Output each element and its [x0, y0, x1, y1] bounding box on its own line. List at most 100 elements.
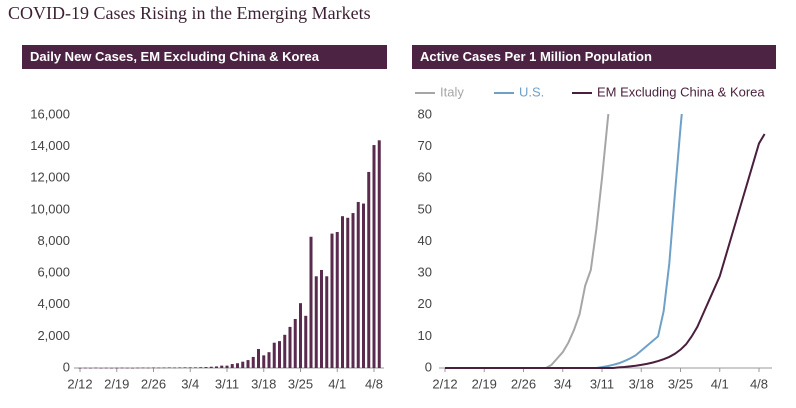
y-tick-label: 0	[425, 359, 432, 374]
bar	[246, 360, 250, 368]
bar	[377, 140, 381, 368]
bar	[141, 367, 145, 369]
x-tick-label: 3/4	[554, 376, 572, 391]
bar	[351, 213, 355, 368]
x-tick-label: 3/18	[629, 376, 654, 391]
bar	[335, 232, 339, 368]
bar	[314, 276, 318, 368]
bar	[251, 356, 255, 368]
x-tick-label: 2/26	[511, 376, 536, 391]
y-tick-label: 80	[418, 106, 432, 121]
y-tick-label: 6,000	[37, 265, 70, 280]
bar	[367, 171, 371, 368]
bar	[194, 367, 197, 368]
bar	[241, 361, 245, 368]
y-tick-label: 0	[63, 359, 70, 374]
panel-title: Daily New Cases, EM Excluding China & Ko…	[30, 49, 320, 64]
bar	[236, 363, 239, 368]
bar	[362, 203, 365, 368]
bar	[372, 145, 376, 368]
x-tick-label: 4/8	[365, 376, 383, 391]
bar	[89, 367, 92, 369]
bar	[225, 365, 229, 368]
page-title: COVID-19 Cases Rising in the Emerging Ma…	[8, 3, 371, 23]
y-tick-label: 60	[418, 170, 432, 185]
x-tick-label: 4/1	[328, 376, 346, 391]
bar	[293, 318, 297, 368]
bar	[299, 303, 302, 368]
line	[445, 114, 683, 369]
bar	[83, 367, 87, 369]
bar	[94, 367, 98, 369]
bar	[173, 367, 176, 369]
bar	[104, 367, 108, 369]
bar	[157, 367, 161, 369]
x-tick-label: 2/12	[432, 376, 457, 391]
x-tick-label: 4/8	[750, 376, 768, 391]
bar	[115, 367, 119, 369]
bar	[309, 236, 313, 368]
y-tick-label: 4,000	[37, 296, 70, 311]
bar	[230, 364, 234, 368]
legend-label: U.S.	[519, 84, 544, 99]
bar	[283, 334, 287, 368]
bar	[356, 201, 360, 368]
x-tick-label: 3/4	[181, 376, 199, 391]
bar	[341, 216, 344, 368]
bar	[99, 367, 103, 369]
y-tick-label: 10	[418, 328, 432, 343]
bar	[146, 367, 150, 369]
bar	[188, 367, 192, 368]
bar	[346, 217, 350, 368]
y-tick-label: 20	[418, 296, 432, 311]
panel-title: Active Cases Per 1 Million Population	[420, 49, 652, 64]
x-tick-label: 3/11	[590, 376, 614, 391]
y-tick-label: 12,000	[30, 170, 70, 185]
bar	[220, 365, 224, 368]
bar	[152, 367, 155, 369]
bar	[272, 342, 276, 368]
y-tick-label: 10,000	[30, 201, 70, 216]
x-tick-label: 2/19	[472, 376, 497, 391]
y-tick-label: 30	[418, 265, 432, 280]
x-tick-label: 3/11	[215, 376, 239, 391]
y-tick-label: 40	[418, 233, 432, 248]
y-tick-label: 8,000	[37, 233, 70, 248]
y-tick-label: 70	[418, 138, 432, 153]
x-tick-label: 2/19	[104, 376, 129, 391]
bar	[167, 367, 171, 369]
bar	[262, 355, 266, 368]
bar	[330, 233, 334, 368]
line	[445, 133, 766, 369]
y-tick-label: 50	[418, 201, 432, 216]
y-tick-label: 16,000	[30, 106, 70, 121]
bar	[204, 367, 208, 368]
bar	[267, 352, 271, 368]
bar	[199, 367, 203, 368]
bar	[178, 367, 182, 369]
bar	[209, 366, 213, 368]
bar	[120, 367, 124, 369]
panel-header	[412, 45, 776, 69]
bar	[288, 326, 292, 368]
panel-header	[22, 45, 387, 69]
bar	[320, 269, 323, 368]
bar	[136, 367, 140, 369]
line	[445, 114, 610, 369]
legend-label: EM Excluding China & Korea	[597, 84, 765, 99]
bar	[325, 276, 329, 368]
x-tick-label: 3/18	[251, 376, 276, 391]
bar	[304, 315, 308, 368]
y-tick-label: 2,000	[37, 328, 70, 343]
bar	[78, 367, 82, 369]
bar	[131, 367, 134, 369]
bar	[110, 367, 113, 369]
x-tick-label: 2/12	[67, 376, 92, 391]
legend-label: Italy	[440, 84, 464, 99]
bar	[183, 367, 187, 368]
y-tick-label: 14,000	[30, 138, 70, 153]
bar	[125, 367, 129, 369]
bar	[257, 349, 260, 368]
